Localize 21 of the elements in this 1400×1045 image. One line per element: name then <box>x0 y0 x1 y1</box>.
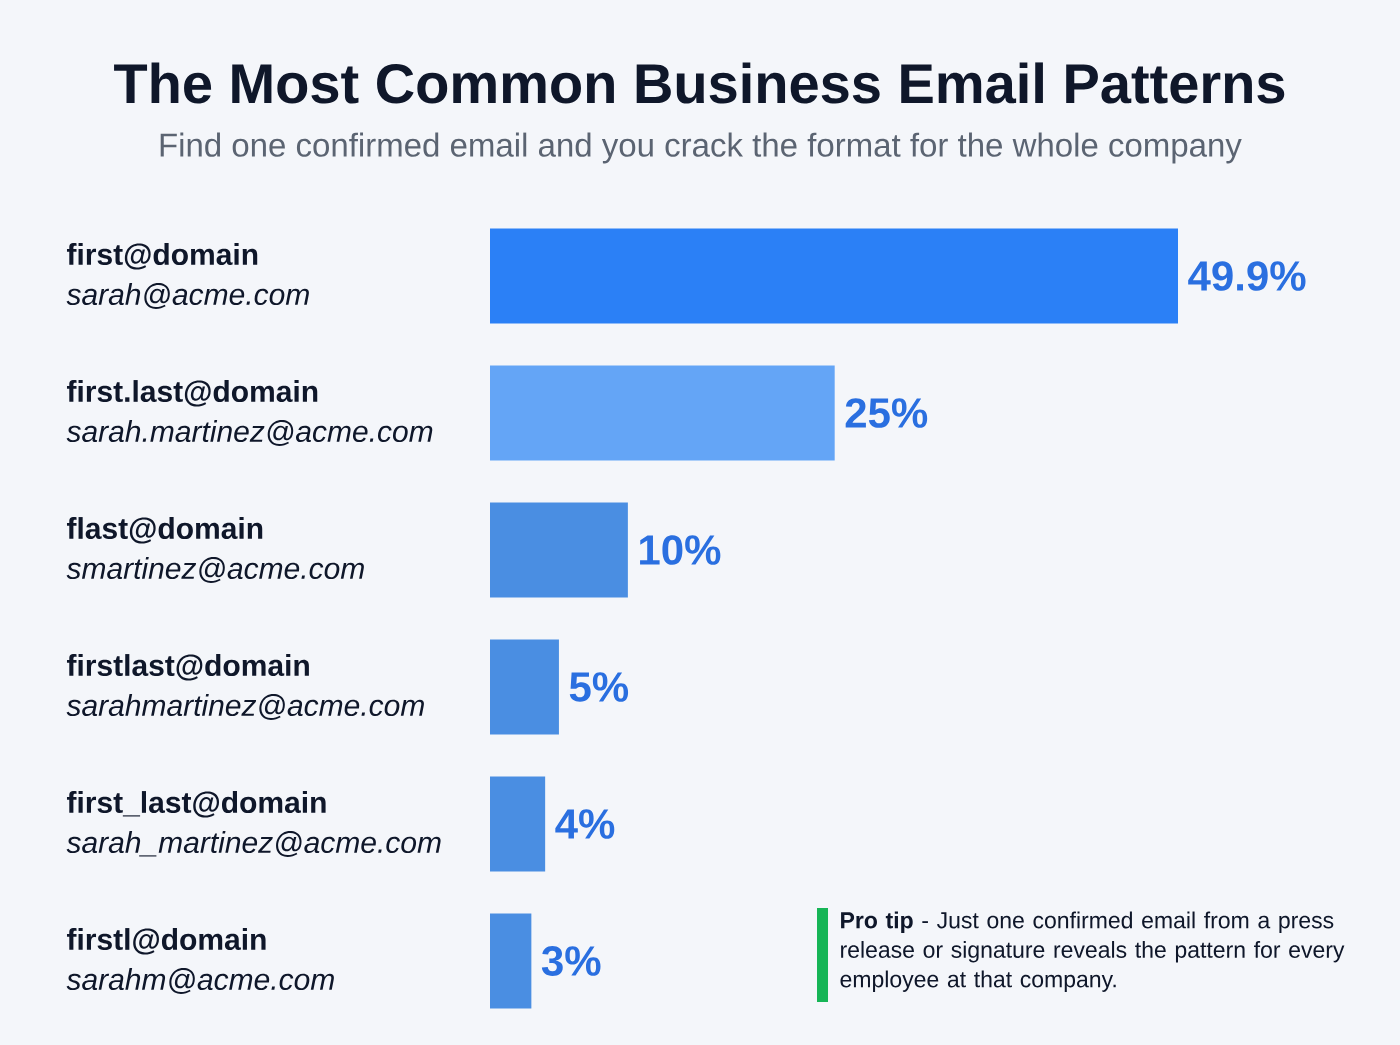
data-label: 49.9% <box>1188 261 1306 291</box>
annotation: Pro tip - Just one confirmed email from a press release or signature reveals the pattern for every employee at that company. <box>840 911 1345 992</box>
y-tick-label: firstl@domain sarahm@acme.com <box>66 928 334 994</box>
bar <box>490 776 546 872</box>
bar <box>490 639 559 735</box>
bar <box>490 913 532 1009</box>
y-tick-label: first_last@domain sarah_martinez@acme.com <box>66 791 441 857</box>
data-label: 25% <box>845 398 928 428</box>
y-tick-label: firstlast@domain sarahmartinez@acme.com <box>66 654 424 720</box>
data-label: 3% <box>541 946 601 976</box>
bar <box>490 365 835 461</box>
data-label: 5% <box>569 672 629 702</box>
chart-subtitle: Find one confirmed email and you crack the format for the whole company <box>160 132 1242 164</box>
chart-title: The Most Common Business Email Patterns <box>114 62 1285 104</box>
bar <box>490 228 1178 324</box>
y-tick-label: first@domain sarah@acme.com <box>66 243 309 309</box>
bar <box>490 502 628 598</box>
data-label: 10% <box>640 535 721 565</box>
data-label: 4% <box>555 809 615 839</box>
y-tick-label: first.last@domain sarah.martinez@acme.com <box>66 380 433 446</box>
y-tick-label: flast@domain smartinez@acme.com <box>66 517 364 583</box>
